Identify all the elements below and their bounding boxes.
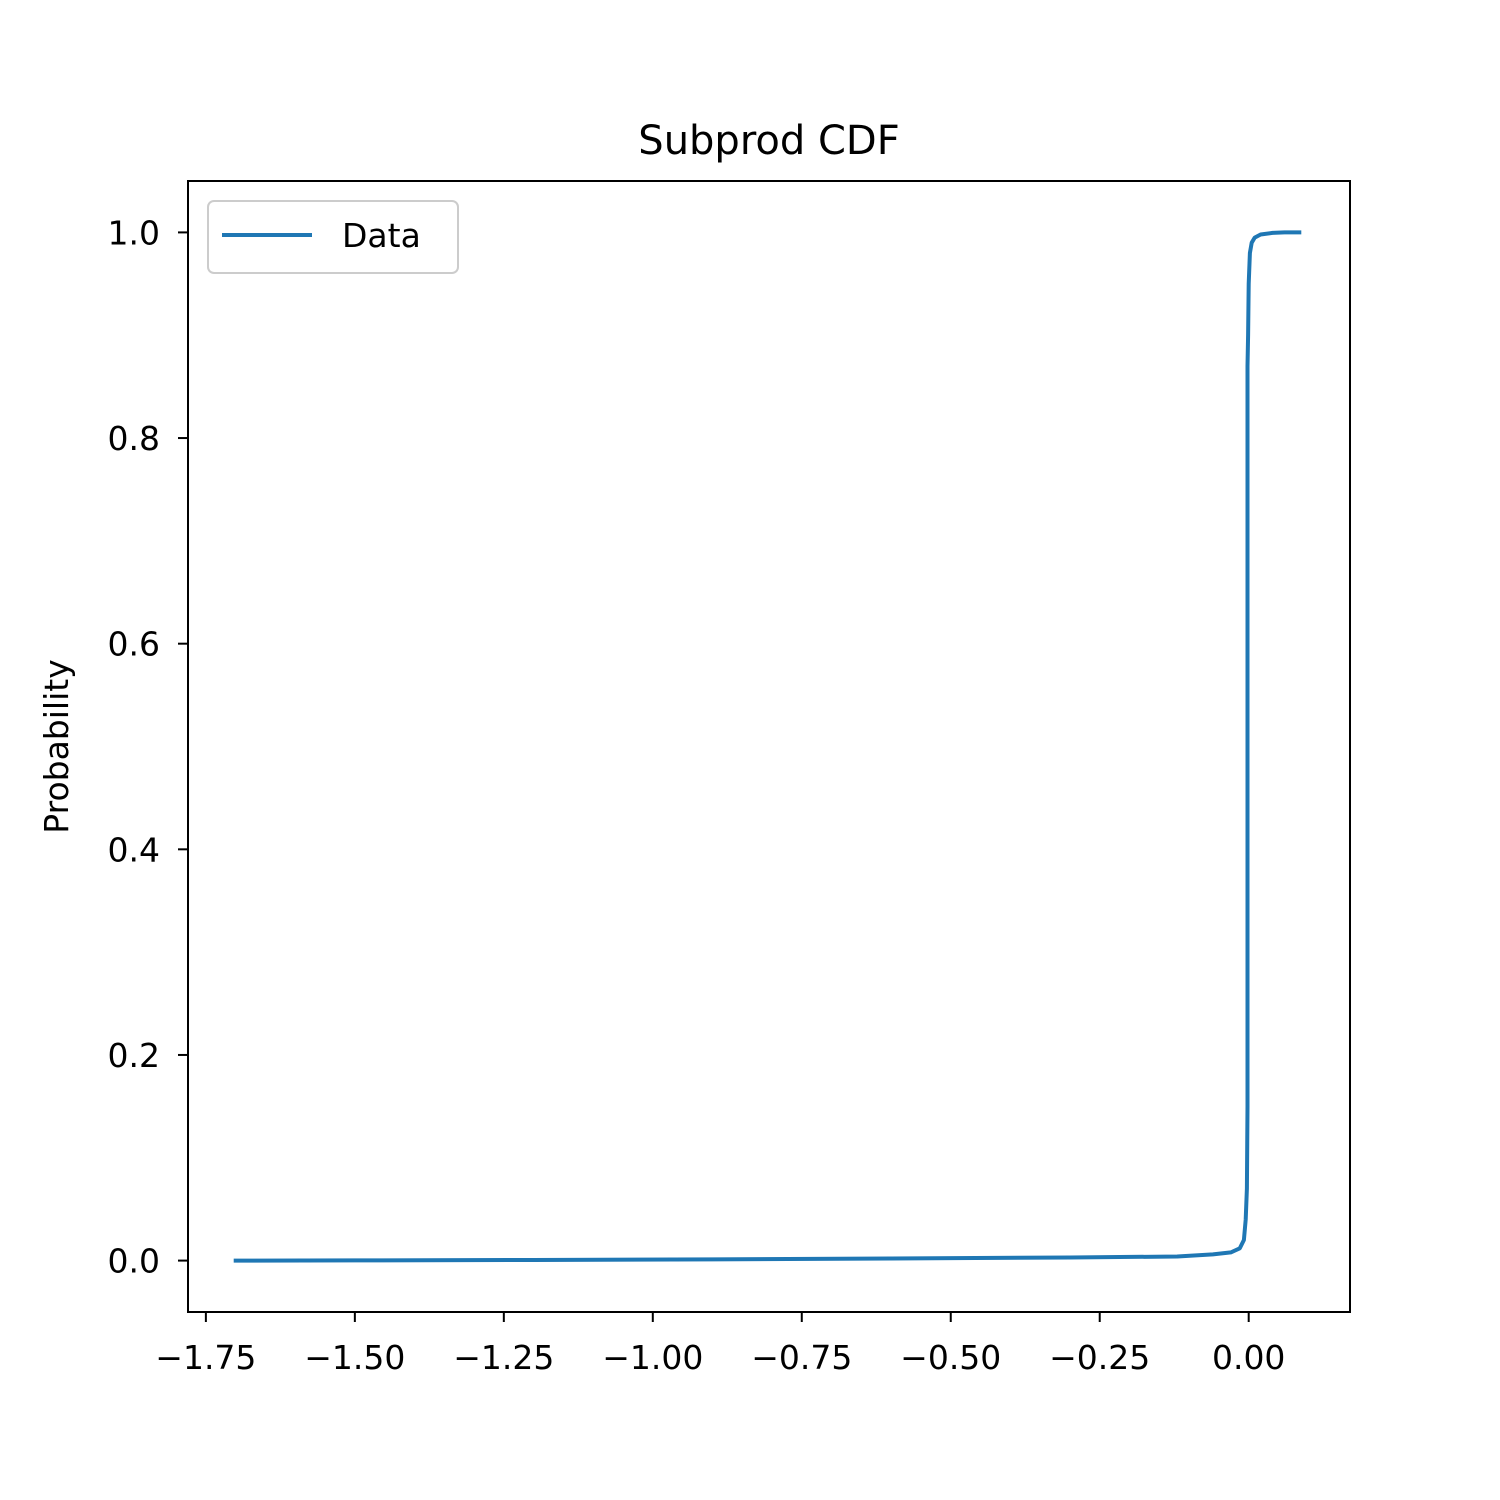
x-tick-label: −0.25 [1049, 1338, 1150, 1377]
x-tick-label: −0.75 [751, 1338, 852, 1377]
x-tick-label: −0.50 [900, 1338, 1001, 1377]
legend-box [207, 200, 459, 274]
chart-title: Subprod CDF [638, 118, 899, 164]
y-tick-label: 0.6 [108, 625, 160, 664]
x-tick-label: −1.25 [453, 1338, 554, 1377]
x-tick-label: −1.50 [304, 1338, 405, 1377]
x-tick-label: −1.75 [155, 1338, 256, 1377]
y-tick-label: 0.8 [108, 419, 160, 458]
legend-label-data: Data [342, 216, 421, 255]
series-line-data [233, 230, 1302, 1263]
y-axis: 0.0 0.2 0.4 0.6 0.8 1.0 [108, 213, 188, 1281]
y-tick-label: 0.0 [108, 1242, 160, 1281]
plot-area [233, 230, 1302, 1263]
plot-frame [187, 180, 1351, 1313]
x-axis: −1.75 −1.50 −1.25 −1.00 −0.75 −0.50 −0.25 0.00 [155, 1312, 1285, 1377]
y-tick-label: 0.2 [108, 1036, 160, 1075]
y-tick-label: 1.0 [108, 213, 160, 252]
y-tick-label: 0.4 [108, 830, 160, 869]
legend: Data [207, 200, 459, 274]
x-tick-label: −1.00 [602, 1338, 703, 1377]
x-tick-label: 0.00 [1212, 1338, 1285, 1377]
y-axis-label: Probability [37, 659, 76, 833]
